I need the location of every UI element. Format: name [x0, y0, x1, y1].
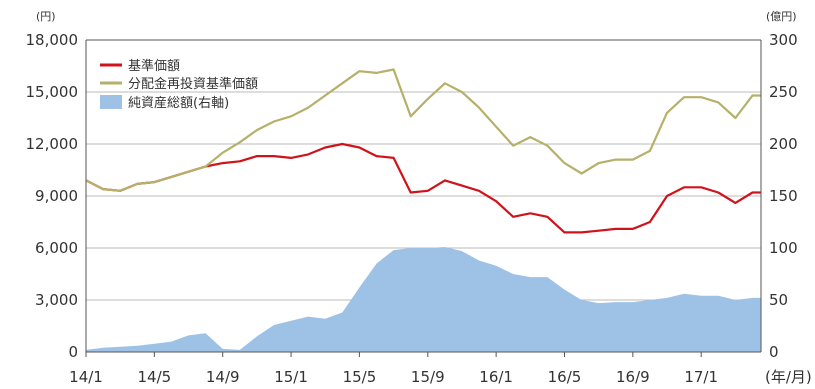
right-axis-unit: (億円): [766, 10, 797, 23]
left-tick-label: 9,000: [35, 187, 78, 205]
right-tick-label: 100: [769, 239, 798, 257]
left-tick-label: 18,000: [26, 31, 79, 49]
left-tick-label: 12,000: [26, 135, 79, 153]
line-layer: [85, 68, 761, 234]
legend-label: 純資産総額(右軸): [128, 95, 229, 111]
x-tick-label: 16/1: [479, 368, 513, 386]
x-tick-label: 14/5: [138, 368, 172, 386]
series-line: [85, 142, 761, 234]
x-axis-unit: (年/月): [765, 368, 812, 386]
left-tick-label: 0: [68, 343, 78, 361]
right-tick-label: 250: [769, 83, 798, 101]
right-tick-label: 50: [769, 291, 788, 309]
left-axis-unit: (円): [36, 10, 56, 23]
x-tick-label: 16/5: [548, 368, 582, 386]
left-tick-label: 3,000: [35, 291, 78, 309]
right-axis-ticks: 300 250 200 150 100 50 0: [769, 31, 798, 361]
right-tick-label: 0: [769, 343, 779, 361]
legend-label: 基準価額: [128, 58, 180, 74]
series-area-net-assets: [86, 247, 761, 352]
x-tick-label: 15/9: [411, 368, 445, 386]
x-tick-label: 14/1: [69, 368, 103, 386]
right-tick-label: 300: [769, 31, 798, 49]
legend-label: 分配金再投資基準価額: [128, 76, 258, 92]
x-tick-label: 15/5: [343, 368, 377, 386]
series-line: [85, 68, 761, 192]
x-tick-label: 15/1: [274, 368, 308, 386]
right-tick-label: 150: [769, 187, 798, 205]
left-axis-ticks: 18,000 15,000 12,000 9,000 6,000 3,000 0: [26, 31, 79, 361]
x-tick-label: 16/9: [616, 368, 650, 386]
x-tick-label: 17/1: [684, 368, 718, 386]
right-tick-label: 200: [769, 135, 798, 153]
left-tick-label: 15,000: [26, 83, 79, 101]
area-layer: [86, 247, 761, 352]
legend-swatch: [100, 95, 122, 109]
left-tick-label: 6,000: [35, 239, 78, 257]
x-tick-label: 14/9: [206, 368, 240, 386]
x-axis-ticks: 14/1 14/5 14/9 15/1 15/5 15/9 16/1 16/5 16/9 17/1: [69, 352, 718, 386]
